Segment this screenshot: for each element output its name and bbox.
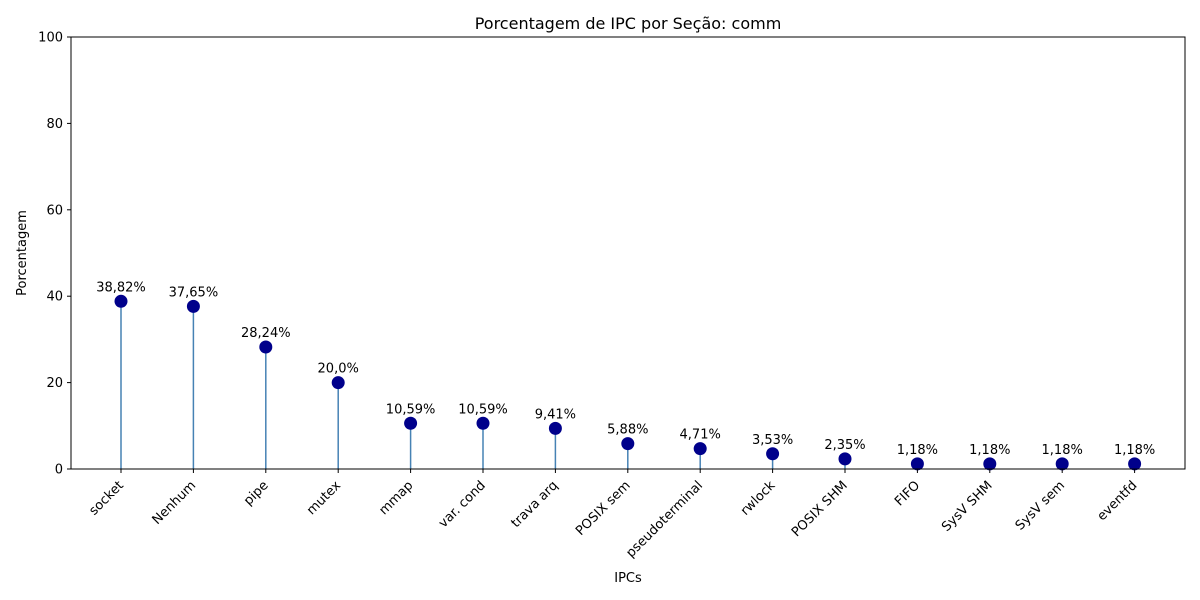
data-label: 3,53% bbox=[752, 433, 793, 448]
data-label: 5,88% bbox=[607, 423, 648, 438]
y-axis: 0 20 40 60 80 100 bbox=[38, 31, 71, 478]
y-tick-label: 0 bbox=[55, 463, 63, 478]
chart-title: Porcentagem de IPC por Seção: comm bbox=[475, 14, 782, 33]
data-label: 37,65% bbox=[169, 285, 219, 300]
y-tick-label: 40 bbox=[46, 290, 63, 305]
lollipop-marker bbox=[693, 442, 707, 456]
data-label: 28,24% bbox=[241, 326, 291, 341]
lollipop-marker bbox=[404, 416, 418, 430]
data-label: 1,18% bbox=[1114, 443, 1155, 458]
y-axis-label: Porcentagem bbox=[15, 210, 30, 296]
lollipop-marker bbox=[621, 437, 635, 451]
lollipop-marker bbox=[983, 457, 997, 471]
y-tick-label: 100 bbox=[38, 31, 63, 46]
lollipop-marker bbox=[114, 294, 128, 308]
lollipop-marker bbox=[476, 416, 490, 430]
lollipop-marker bbox=[766, 447, 780, 461]
data-label: 10,59% bbox=[386, 402, 436, 417]
y-tick-label: 80 bbox=[46, 117, 63, 132]
y-tick-label: 20 bbox=[46, 376, 63, 391]
lollipop-marker bbox=[1055, 457, 1069, 471]
data-label: 4,71% bbox=[680, 428, 721, 443]
lollipop-marker bbox=[838, 452, 852, 466]
data-label: 1,18% bbox=[897, 443, 938, 458]
lollipop-marker bbox=[548, 421, 562, 435]
y-tick-label: 60 bbox=[46, 203, 63, 218]
x-axis-label: IPCs bbox=[614, 571, 642, 586]
data-label: 1,18% bbox=[1042, 443, 1083, 458]
lollipop-marker bbox=[910, 457, 924, 471]
lollipop-marker bbox=[1128, 457, 1142, 471]
data-label: 20,0% bbox=[318, 362, 359, 377]
lollipop-marker bbox=[259, 340, 273, 354]
lollipop-marker bbox=[331, 376, 345, 390]
data-label: 2,35% bbox=[824, 438, 865, 453]
lollipop-marker bbox=[186, 299, 200, 313]
data-label: 1,18% bbox=[969, 443, 1010, 458]
plot-area: 38,82% 37,65% 28,24% 20,0% 10,59% 10,59% 9,41%… bbox=[96, 280, 1155, 471]
data-label: 10,59% bbox=[458, 402, 508, 417]
data-label: 9,41% bbox=[535, 407, 576, 422]
data-label: 38,82% bbox=[96, 280, 146, 295]
